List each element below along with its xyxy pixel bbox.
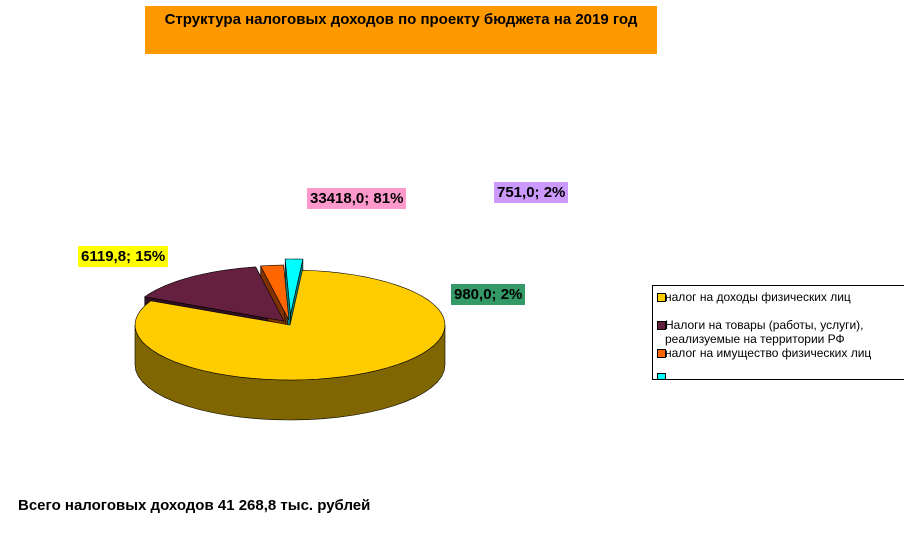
slice xyxy=(260,264,290,321)
data-label: 33418,0; 81% xyxy=(307,188,407,209)
slice xyxy=(134,269,446,381)
slice xyxy=(284,258,304,315)
legend-label: Налоги на товары (работы, услуги), реали… xyxy=(665,318,864,346)
legend-swatch xyxy=(657,373,666,379)
legend-item: налог на доходы физических лиц xyxy=(657,290,904,304)
footnote: Всего налоговых доходов 41 268,8 тыс. ру… xyxy=(18,497,371,514)
legend-swatch xyxy=(657,293,666,302)
legend-item: Налоги на товары (работы, услуги), реали… xyxy=(657,318,904,346)
slice xyxy=(143,266,285,322)
legend-swatch xyxy=(657,349,666,358)
legend-label: налог на имущество физических лиц xyxy=(665,346,872,360)
legend-item: налог на имущество физических лиц xyxy=(657,346,904,360)
legend-label: налог на доходы физических лиц xyxy=(665,290,851,304)
data-label: 980,0; 2% xyxy=(451,284,526,305)
data-label: 6119,8; 15% xyxy=(78,246,169,267)
legend: налог на доходы физических лиц Налоги на … xyxy=(652,285,904,380)
legend-swatch xyxy=(657,321,666,330)
chart-title: Структура налоговых доходов по проекту б… xyxy=(145,6,657,54)
data-label: 751,0; 2% xyxy=(494,182,569,203)
